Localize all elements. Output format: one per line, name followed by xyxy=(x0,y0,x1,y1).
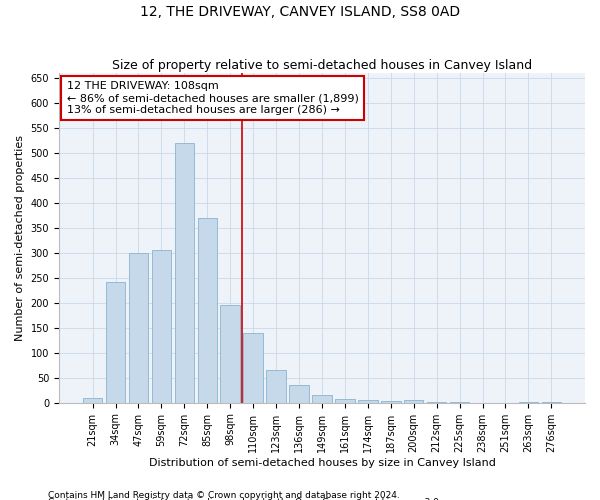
Bar xyxy=(83,398,103,402)
Bar xyxy=(175,143,194,403)
Bar xyxy=(220,306,240,402)
Bar xyxy=(335,398,355,402)
Bar xyxy=(266,370,286,402)
Bar xyxy=(381,400,401,402)
Bar xyxy=(106,282,125,403)
Bar xyxy=(197,218,217,402)
Bar xyxy=(244,333,263,402)
Bar xyxy=(128,253,148,402)
Bar xyxy=(152,250,171,402)
Bar xyxy=(404,400,424,402)
Y-axis label: Number of semi-detached properties: Number of semi-detached properties xyxy=(15,135,25,341)
Bar xyxy=(289,385,309,402)
Text: 12, THE DRIVEWAY, CANVEY ISLAND, SS8 0AD: 12, THE DRIVEWAY, CANVEY ISLAND, SS8 0AD xyxy=(140,5,460,19)
X-axis label: Distribution of semi-detached houses by size in Canvey Island: Distribution of semi-detached houses by … xyxy=(149,458,496,468)
Text: Contains public sector information licensed under the Open Government Licence v3: Contains public sector information licen… xyxy=(48,498,442,500)
Bar xyxy=(312,395,332,402)
Text: 12 THE DRIVEWAY: 108sqm
← 86% of semi-detached houses are smaller (1,899)
13% of: 12 THE DRIVEWAY: 108sqm ← 86% of semi-de… xyxy=(67,82,359,114)
Text: Contains HM Land Registry data © Crown copyright and database right 2024.: Contains HM Land Registry data © Crown c… xyxy=(48,490,400,500)
Bar xyxy=(358,400,377,402)
Title: Size of property relative to semi-detached houses in Canvey Island: Size of property relative to semi-detach… xyxy=(112,59,532,72)
